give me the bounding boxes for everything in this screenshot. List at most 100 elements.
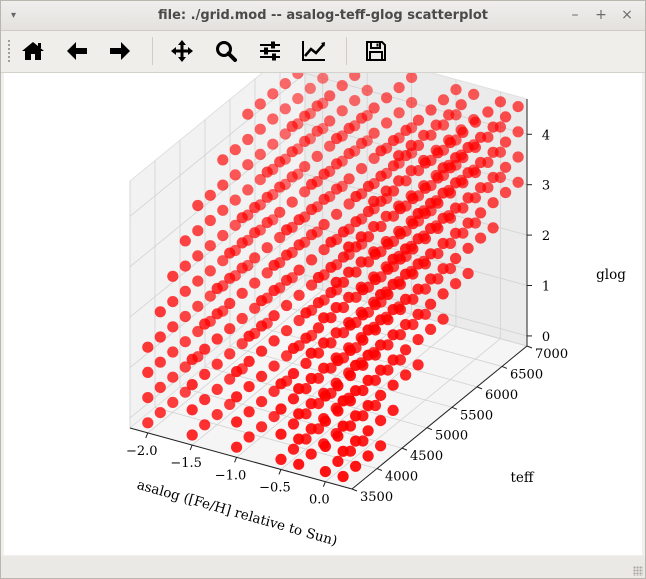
data-point [204,265,216,277]
data-point [462,267,474,280]
data-point [293,289,305,301]
data-point [350,316,362,329]
data-point [261,292,273,304]
data-point [293,340,305,352]
toolbar-separator [152,37,153,65]
data-point [362,281,375,293]
z-tick-label: 1 [542,280,550,295]
minimize-button[interactable]: – [571,7,579,23]
grid-line-y [229,99,453,408]
title-bar[interactable]: ▾ file: ./grid.mod -- asalog-teff-glog s… [1,1,645,31]
home-button[interactable] [17,36,49,66]
toolbar-separator [346,37,347,65]
close-button[interactable]: × [621,7,633,23]
figure-canvas[interactable]: −2.0 −1.5 −1.0 −0.5 0.0 3500 4000 4500 5000 5500 6… [4,36,642,555]
data-point [337,301,350,314]
data-point [468,114,480,126]
z-tick-label: 2 [542,229,550,244]
data-point [437,119,450,131]
data-point [350,342,362,354]
data-point [336,180,348,192]
data-point [312,372,325,384]
data-point [350,460,362,472]
data-point [254,224,266,236]
data-point [425,298,437,310]
data-point [330,428,342,440]
data-point [487,222,499,234]
maximize-button[interactable]: + [595,7,607,23]
x-tick [322,481,326,487]
y-tick [401,447,408,451]
data-point [281,350,293,362]
data-point [167,346,179,358]
data-point [311,201,323,213]
pan-button[interactable] [166,36,198,66]
data-point [387,379,399,391]
data-point [243,381,255,393]
data-point [494,171,506,183]
data-point [317,97,329,109]
data-point [154,331,166,343]
data-point [425,205,437,217]
configure-subplots-button[interactable] [254,36,286,66]
data-point [229,244,241,257]
data-point [343,248,355,261]
data-point [362,256,375,268]
forward-button[interactable] [104,36,136,66]
data-point [468,164,480,176]
data-point [304,133,316,145]
data-point [224,398,236,410]
y-tick [351,488,358,492]
scatter3d-plot[interactable]: −2.0 −1.5 −1.0 −0.5 0.0 3500 4000 4500 5000 5500 6… [4,36,642,555]
z-tick-label: 4 [542,128,550,143]
data-point [450,252,462,265]
data-point [142,366,154,378]
data-point [425,104,437,116]
data-point [254,174,266,186]
data-point [275,403,287,415]
data-point [382,364,394,376]
data-point [318,244,330,256]
data-point [311,226,323,238]
edit-axes-button[interactable] [298,36,330,66]
data-point [406,71,418,83]
data-point [311,150,323,162]
line-chart-icon [302,41,325,61]
data-point [186,404,198,416]
data-point [336,105,348,117]
save-button[interactable] [360,36,392,66]
data-point [361,84,373,96]
zoom-button[interactable] [210,36,242,66]
window-menu-icon[interactable]: ▾ [11,10,17,21]
data-point [482,131,494,143]
data-point [450,159,462,171]
data-point [468,88,480,100]
data-point [261,267,273,279]
data-point [261,317,273,329]
data-point [186,379,198,391]
toolbar-grip[interactable] [7,39,11,63]
data-point [369,399,381,412]
y-tick-label: 7000 [535,347,568,362]
data-point [142,341,154,353]
data-point [419,283,431,295]
grid-line-y [279,58,503,367]
z-tick-label: 0 [542,330,550,345]
resize-grip[interactable] [633,566,643,576]
data-point [512,101,524,113]
data-point [331,284,343,296]
data-point [256,421,268,433]
data-point [412,139,425,151]
data-point [387,235,400,247]
data-point [267,113,279,125]
data-point [249,302,261,314]
data-point [331,259,343,271]
grid-line-y [204,119,428,429]
data-point [292,168,304,180]
data-point [311,176,323,188]
data-point [381,167,393,179]
back-button[interactable] [61,36,93,66]
data-point [167,296,179,308]
data-point [179,361,191,373]
